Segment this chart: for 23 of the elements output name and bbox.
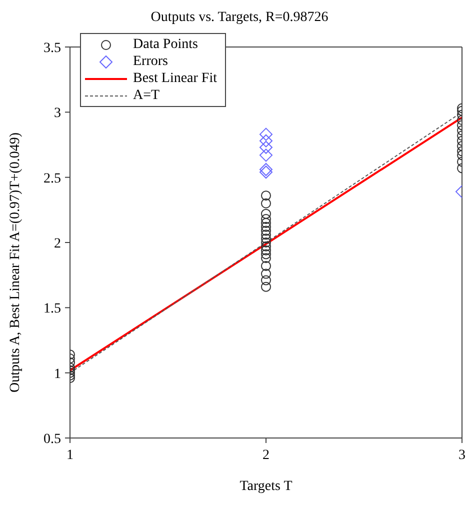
x-axis-title: Targets T [240, 479, 293, 494]
y-tick-label: 2.5 [44, 171, 61, 186]
chart-title: Outputs vs. Targets, R=0.98726 [150, 10, 330, 26]
y-tick-label: 3.5 [44, 40, 61, 56]
y-tick-label: 3 [54, 106, 61, 122]
point [260, 134, 272, 148]
legend-label: Best Linear Fit [133, 70, 217, 86]
point [260, 128, 272, 141]
y-tick-label: 1.5 [44, 302, 61, 317]
x-tick-label: 1 [66, 448, 74, 463]
point [260, 140, 272, 154]
legend-label: Data Points [133, 36, 198, 52]
legend-label: Errors [133, 54, 168, 70]
x-tick-label: 3 [458, 448, 466, 463]
point [260, 148, 272, 162]
y-tick-label: 2 [54, 236, 61, 252]
x-tick-label: 2 [262, 448, 270, 463]
legend-label: A=T [133, 88, 160, 104]
point [260, 166, 272, 179]
y-tick-label: 0.5 [44, 432, 61, 447]
y-tick-label: 1 [54, 366, 61, 382]
y-axis-title: Outputs A, Best Linear Fit A=(0.97)T+(0.049) [8, 132, 23, 392]
point [260, 163, 272, 176]
